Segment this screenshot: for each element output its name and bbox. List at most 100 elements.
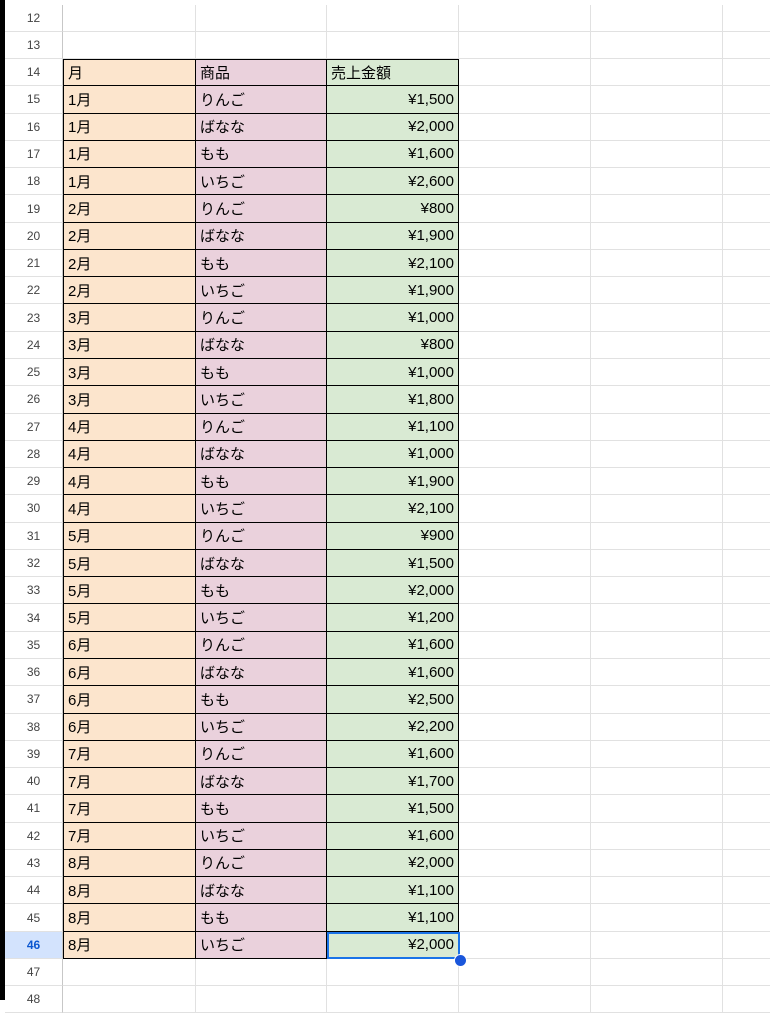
row-header[interactable]: 22 xyxy=(5,277,63,305)
cell-sales[interactable]: ¥800 xyxy=(327,331,459,359)
cell-product[interactable]: もも xyxy=(196,686,327,714)
cell[interactable] xyxy=(591,577,723,605)
cell[interactable] xyxy=(459,713,591,741)
cell-sales[interactable]: ¥1,000 xyxy=(327,359,459,387)
cell[interactable] xyxy=(591,713,723,741)
cell-sales[interactable]: ¥1,500 xyxy=(327,549,459,578)
row-header[interactable]: 45 xyxy=(5,904,63,932)
cell-product[interactable]: いちご xyxy=(196,604,327,632)
cell-month[interactable]: 4月 xyxy=(63,468,196,496)
cell-sales[interactable] xyxy=(327,4,459,32)
cell[interactable] xyxy=(723,550,770,578)
cell[interactable] xyxy=(591,768,723,796)
cell[interactable] xyxy=(723,632,770,659)
cell[interactable] xyxy=(459,958,591,987)
row-header[interactable]: 19 xyxy=(5,195,63,223)
row-header[interactable]: 18 xyxy=(5,168,63,196)
cell-product[interactable]: もも xyxy=(196,904,327,932)
cell[interactable] xyxy=(723,932,770,959)
cell[interactable] xyxy=(723,523,770,550)
row-header[interactable]: 39 xyxy=(5,740,63,769)
cell-month[interactable]: 1月 xyxy=(63,168,196,196)
row-header[interactable]: 40 xyxy=(5,768,63,796)
cell-month[interactable]: 8月 xyxy=(63,877,196,905)
row-header[interactable]: 16 xyxy=(5,113,63,141)
cell[interactable] xyxy=(459,440,591,469)
row-header[interactable]: 38 xyxy=(5,713,63,741)
cell[interactable] xyxy=(591,222,723,250)
cell-month[interactable]: 1月 xyxy=(63,140,196,169)
cell-product[interactable]: ばなな xyxy=(196,658,327,687)
cell[interactable] xyxy=(591,195,723,223)
cell-product[interactable]: ばなな xyxy=(196,113,327,141)
cell[interactable] xyxy=(591,86,723,114)
cell[interactable] xyxy=(723,414,770,441)
cell-sales[interactable] xyxy=(327,958,459,987)
cell[interactable] xyxy=(591,440,723,469)
cell-sales[interactable]: ¥1,700 xyxy=(327,768,459,796)
cell-sales[interactable]: 売上金額 xyxy=(327,59,459,87)
row-header[interactable]: 30 xyxy=(5,495,63,523)
cell-product[interactable] xyxy=(196,4,327,32)
cell[interactable] xyxy=(723,959,770,987)
row-header[interactable]: 21 xyxy=(5,249,63,278)
cell-month[interactable]: 7月 xyxy=(63,768,196,796)
cell-month[interactable]: 2月 xyxy=(63,222,196,250)
cell[interactable] xyxy=(723,223,770,250)
cell-month[interactable]: 7月 xyxy=(63,795,196,823)
cell[interactable] xyxy=(723,823,770,850)
cell[interactable] xyxy=(591,359,723,387)
cell-sales[interactable]: ¥2,000 xyxy=(327,113,459,141)
cell[interactable] xyxy=(459,686,591,714)
cell-product[interactable]: もも xyxy=(196,468,327,496)
cell[interactable] xyxy=(723,195,770,223)
cell-sales[interactable]: ¥1,600 xyxy=(327,631,459,659)
cell-product[interactable]: ばなな xyxy=(196,331,327,359)
cell[interactable] xyxy=(723,495,770,523)
row-header[interactable]: 17 xyxy=(5,140,63,169)
cell-sales[interactable]: ¥1,100 xyxy=(327,877,459,905)
cell[interactable] xyxy=(591,113,723,141)
cell[interactable] xyxy=(723,304,770,332)
cell-month[interactable]: 6月 xyxy=(63,631,196,659)
cell-product[interactable]: ばなな xyxy=(196,222,327,250)
cell[interactable] xyxy=(723,577,770,605)
cell[interactable] xyxy=(459,522,591,550)
cell[interactable] xyxy=(723,795,770,823)
cell-month[interactable]: 4月 xyxy=(63,495,196,523)
cell[interactable] xyxy=(459,31,591,60)
row-header[interactable]: 41 xyxy=(5,795,63,823)
cell-product[interactable] xyxy=(196,958,327,987)
cell[interactable] xyxy=(459,413,591,441)
cell-month[interactable]: 7月 xyxy=(63,740,196,769)
cell-product[interactable]: ばなな xyxy=(196,549,327,578)
cell[interactable] xyxy=(591,740,723,769)
cell-sales[interactable]: ¥1,600 xyxy=(327,822,459,850)
cell[interactable] xyxy=(591,4,723,32)
cell[interactable] xyxy=(723,904,770,932)
row-header[interactable]: 24 xyxy=(5,331,63,359)
cell[interactable] xyxy=(723,32,770,60)
cell-sales[interactable]: ¥800 xyxy=(327,195,459,223)
cell[interactable] xyxy=(591,249,723,278)
cell[interactable] xyxy=(723,277,770,305)
cell-product[interactable]: いちご xyxy=(196,713,327,741)
cell-sales[interactable]: ¥2,600 xyxy=(327,168,459,196)
cell-product[interactable]: いちご xyxy=(196,277,327,305)
row-header[interactable]: 42 xyxy=(5,822,63,850)
row-header[interactable]: 44 xyxy=(5,877,63,905)
cell-product[interactable]: ばなな xyxy=(196,877,327,905)
row-header[interactable]: 28 xyxy=(5,440,63,469)
cell-product[interactable]: もも xyxy=(196,249,327,278)
row-header[interactable]: 13 xyxy=(5,31,63,60)
cell-month[interactable]: 1月 xyxy=(63,86,196,114)
cell[interactable] xyxy=(459,331,591,359)
row-header[interactable]: 29 xyxy=(5,468,63,496)
cell[interactable] xyxy=(723,850,770,878)
cell[interactable] xyxy=(723,604,770,632)
cell-month[interactable]: 7月 xyxy=(63,822,196,850)
row-header[interactable]: 27 xyxy=(5,413,63,441)
cell-sales[interactable]: ¥1,900 xyxy=(327,222,459,250)
cell-product[interactable]: りんご xyxy=(196,86,327,114)
cell[interactable] xyxy=(723,59,770,87)
